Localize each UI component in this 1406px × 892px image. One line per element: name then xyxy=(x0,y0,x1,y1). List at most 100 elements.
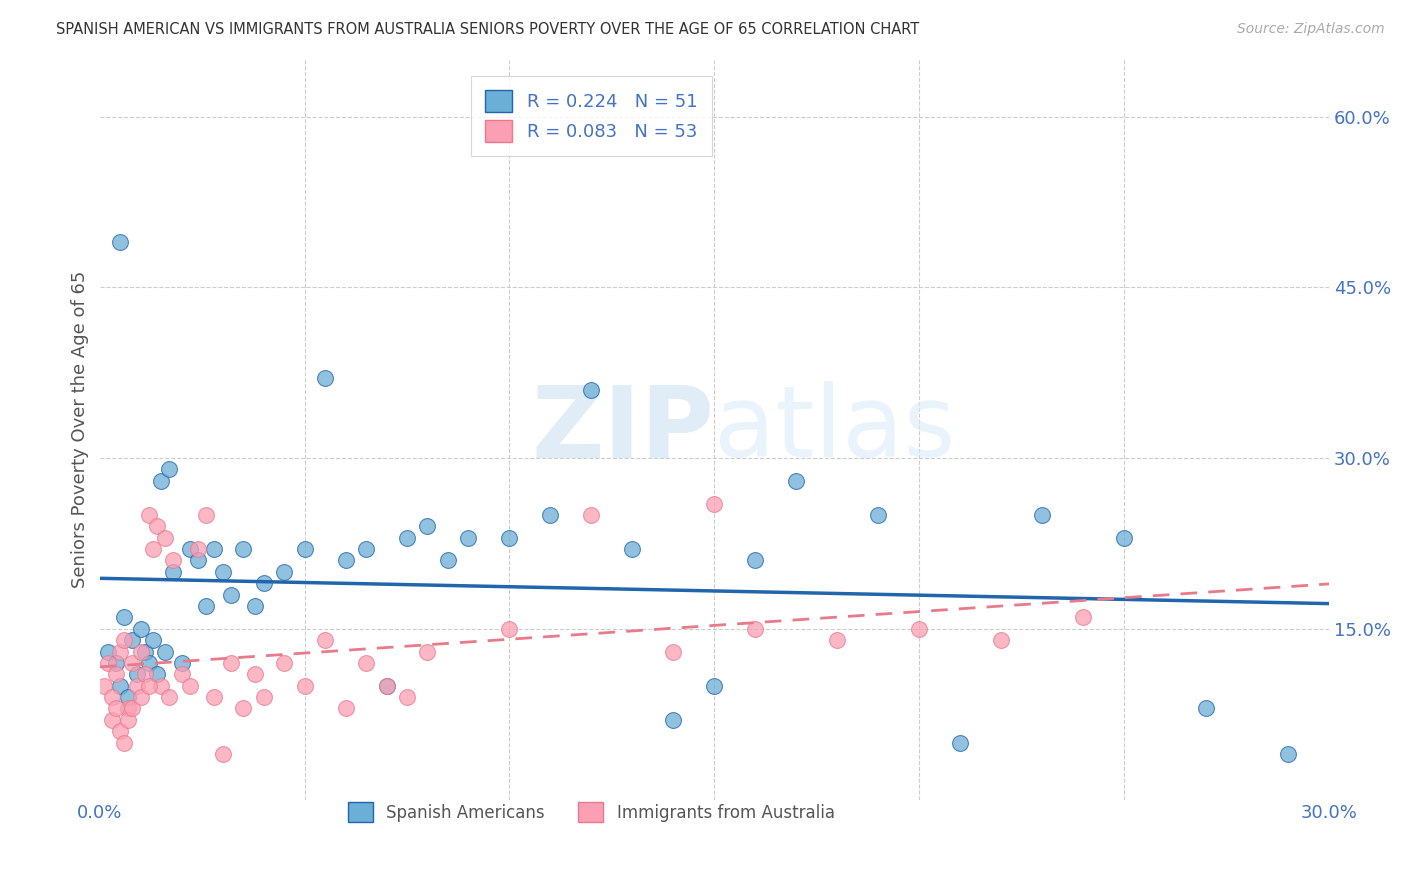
Point xyxy=(138,679,160,693)
Point xyxy=(121,633,143,648)
Point xyxy=(498,622,520,636)
Point xyxy=(211,565,233,579)
Point xyxy=(170,667,193,681)
Point xyxy=(219,588,242,602)
Point xyxy=(125,679,148,693)
Point xyxy=(108,679,131,693)
Point xyxy=(97,656,120,670)
Point xyxy=(314,371,336,385)
Point xyxy=(112,610,135,624)
Point xyxy=(101,690,124,704)
Point xyxy=(232,701,254,715)
Point xyxy=(662,713,685,727)
Point xyxy=(146,519,169,533)
Point xyxy=(179,542,201,557)
Point xyxy=(744,553,766,567)
Point xyxy=(112,633,135,648)
Point xyxy=(335,701,357,715)
Point xyxy=(354,656,377,670)
Point xyxy=(155,531,177,545)
Point xyxy=(121,656,143,670)
Point xyxy=(294,542,316,557)
Point xyxy=(416,644,439,658)
Point xyxy=(581,508,603,522)
Point xyxy=(868,508,890,522)
Point xyxy=(273,565,295,579)
Point xyxy=(294,679,316,693)
Point xyxy=(581,383,603,397)
Point xyxy=(744,622,766,636)
Point xyxy=(121,701,143,715)
Point xyxy=(395,690,418,704)
Point xyxy=(245,599,267,613)
Point xyxy=(138,508,160,522)
Point xyxy=(129,690,152,704)
Point xyxy=(1277,747,1299,761)
Point xyxy=(1114,531,1136,545)
Point xyxy=(498,531,520,545)
Point xyxy=(155,644,177,658)
Point xyxy=(703,679,725,693)
Point xyxy=(908,622,931,636)
Point xyxy=(105,701,128,715)
Y-axis label: Seniors Poverty Over the Age of 65: Seniors Poverty Over the Age of 65 xyxy=(72,271,89,588)
Point xyxy=(395,531,418,545)
Point xyxy=(949,736,972,750)
Point xyxy=(97,644,120,658)
Text: ZIP: ZIP xyxy=(531,381,714,478)
Point xyxy=(150,679,173,693)
Point xyxy=(157,462,180,476)
Point xyxy=(112,736,135,750)
Point xyxy=(157,690,180,704)
Point xyxy=(142,633,165,648)
Point xyxy=(375,679,398,693)
Point xyxy=(117,690,139,704)
Point xyxy=(662,644,685,658)
Point xyxy=(117,701,139,715)
Point xyxy=(105,656,128,670)
Point xyxy=(232,542,254,557)
Point xyxy=(142,542,165,557)
Point xyxy=(825,633,848,648)
Point xyxy=(314,633,336,648)
Point xyxy=(117,713,139,727)
Point xyxy=(179,679,201,693)
Point xyxy=(125,667,148,681)
Point xyxy=(108,644,131,658)
Point xyxy=(134,667,156,681)
Point xyxy=(146,667,169,681)
Point xyxy=(138,656,160,670)
Point xyxy=(416,519,439,533)
Point xyxy=(621,542,644,557)
Point xyxy=(437,553,460,567)
Point xyxy=(170,656,193,670)
Point xyxy=(134,644,156,658)
Point xyxy=(93,679,115,693)
Point xyxy=(195,508,218,522)
Point xyxy=(1071,610,1094,624)
Point xyxy=(105,667,128,681)
Text: atlas: atlas xyxy=(714,381,956,478)
Text: SPANISH AMERICAN VS IMMIGRANTS FROM AUSTRALIA SENIORS POVERTY OVER THE AGE OF 65: SPANISH AMERICAN VS IMMIGRANTS FROM AUST… xyxy=(56,22,920,37)
Point xyxy=(108,235,131,249)
Point xyxy=(202,542,225,557)
Point xyxy=(785,474,807,488)
Point xyxy=(375,679,398,693)
Point xyxy=(1195,701,1218,715)
Point xyxy=(162,553,184,567)
Point xyxy=(703,497,725,511)
Point xyxy=(202,690,225,704)
Point xyxy=(990,633,1012,648)
Point xyxy=(1031,508,1053,522)
Point xyxy=(211,747,233,761)
Point xyxy=(273,656,295,670)
Point xyxy=(129,622,152,636)
Legend: Spanish Americans, Immigrants from Australia: Spanish Americans, Immigrants from Austr… xyxy=(335,789,848,836)
Point xyxy=(354,542,377,557)
Point xyxy=(252,690,274,704)
Point xyxy=(129,644,152,658)
Point xyxy=(245,667,267,681)
Point xyxy=(187,542,209,557)
Text: Source: ZipAtlas.com: Source: ZipAtlas.com xyxy=(1237,22,1385,37)
Point xyxy=(108,724,131,739)
